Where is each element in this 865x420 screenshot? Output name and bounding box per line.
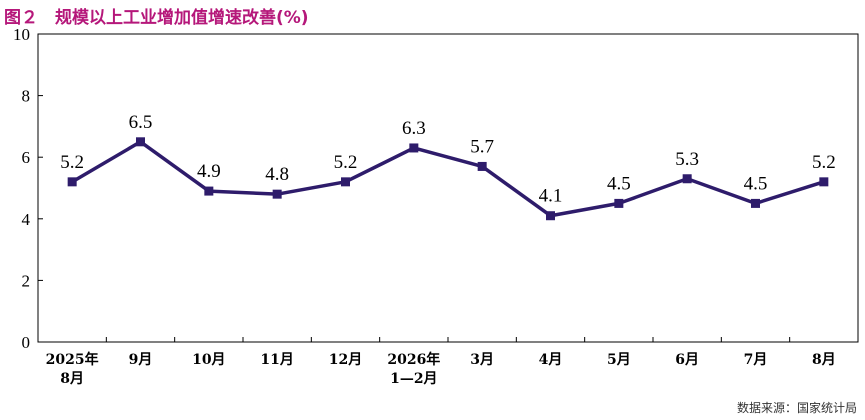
data-point (682, 174, 692, 184)
chart-title: 图２ 规模以上工业增加值增速改善(%) (4, 8, 309, 28)
data-label: 5.2 (812, 152, 836, 173)
data-point (546, 211, 555, 221)
x-tick-label: 4月 (539, 352, 563, 368)
data-label: 5.2 (334, 152, 358, 173)
data-point (409, 143, 419, 153)
y-tick-label: 0 (22, 333, 31, 352)
y-tick-label: 10 (13, 25, 30, 44)
x-tick-label: 7月 (744, 352, 768, 368)
data-point (204, 186, 214, 196)
data-point (67, 177, 77, 187)
x-tick-label: 3月 (470, 352, 494, 368)
data-point (272, 189, 282, 199)
data-label: 4.5 (607, 173, 631, 194)
data-point (819, 177, 829, 187)
data-label: 5.2 (60, 152, 84, 173)
x-tick-label: 5月 (607, 352, 631, 368)
y-tick-label: 6 (22, 148, 31, 167)
x-tick-label: 8月 (60, 371, 84, 387)
data-label: 4.8 (265, 164, 289, 185)
data-label: 6.5 (129, 112, 153, 133)
x-tick-label: 6月 (675, 352, 699, 368)
source-note: 数据来源：国家统计局 (736, 401, 857, 415)
x-tick-label: 11月 (260, 352, 293, 368)
data-point (136, 137, 145, 147)
data-label: 4.9 (197, 161, 221, 182)
data-point (477, 161, 487, 171)
x-tick-label: 8月 (812, 352, 836, 368)
data-point (614, 198, 624, 208)
data-point (751, 198, 760, 208)
y-tick-label: 4 (22, 210, 31, 229)
x-tick-label: 10月 (192, 352, 225, 368)
y-tick-label: 8 (22, 87, 31, 106)
data-label: 5.3 (675, 149, 699, 170)
data-label: 5.7 (470, 136, 494, 157)
data-point (341, 177, 350, 187)
data-label: 4.5 (744, 173, 768, 194)
x-tick-label: 2025年 (46, 351, 99, 368)
series-line (71, 140, 825, 218)
x-tick-label: 12月 (329, 352, 362, 368)
plot-frame (37, 33, 859, 343)
x-tick-label: 9月 (129, 352, 153, 368)
x-tick-label: 2026年 (387, 351, 440, 368)
data-label: 4.1 (539, 186, 563, 207)
data-label: 6.3 (402, 118, 426, 139)
y-tick-label: 2 (22, 271, 31, 290)
x-tick-label: 1—2月 (390, 371, 437, 387)
